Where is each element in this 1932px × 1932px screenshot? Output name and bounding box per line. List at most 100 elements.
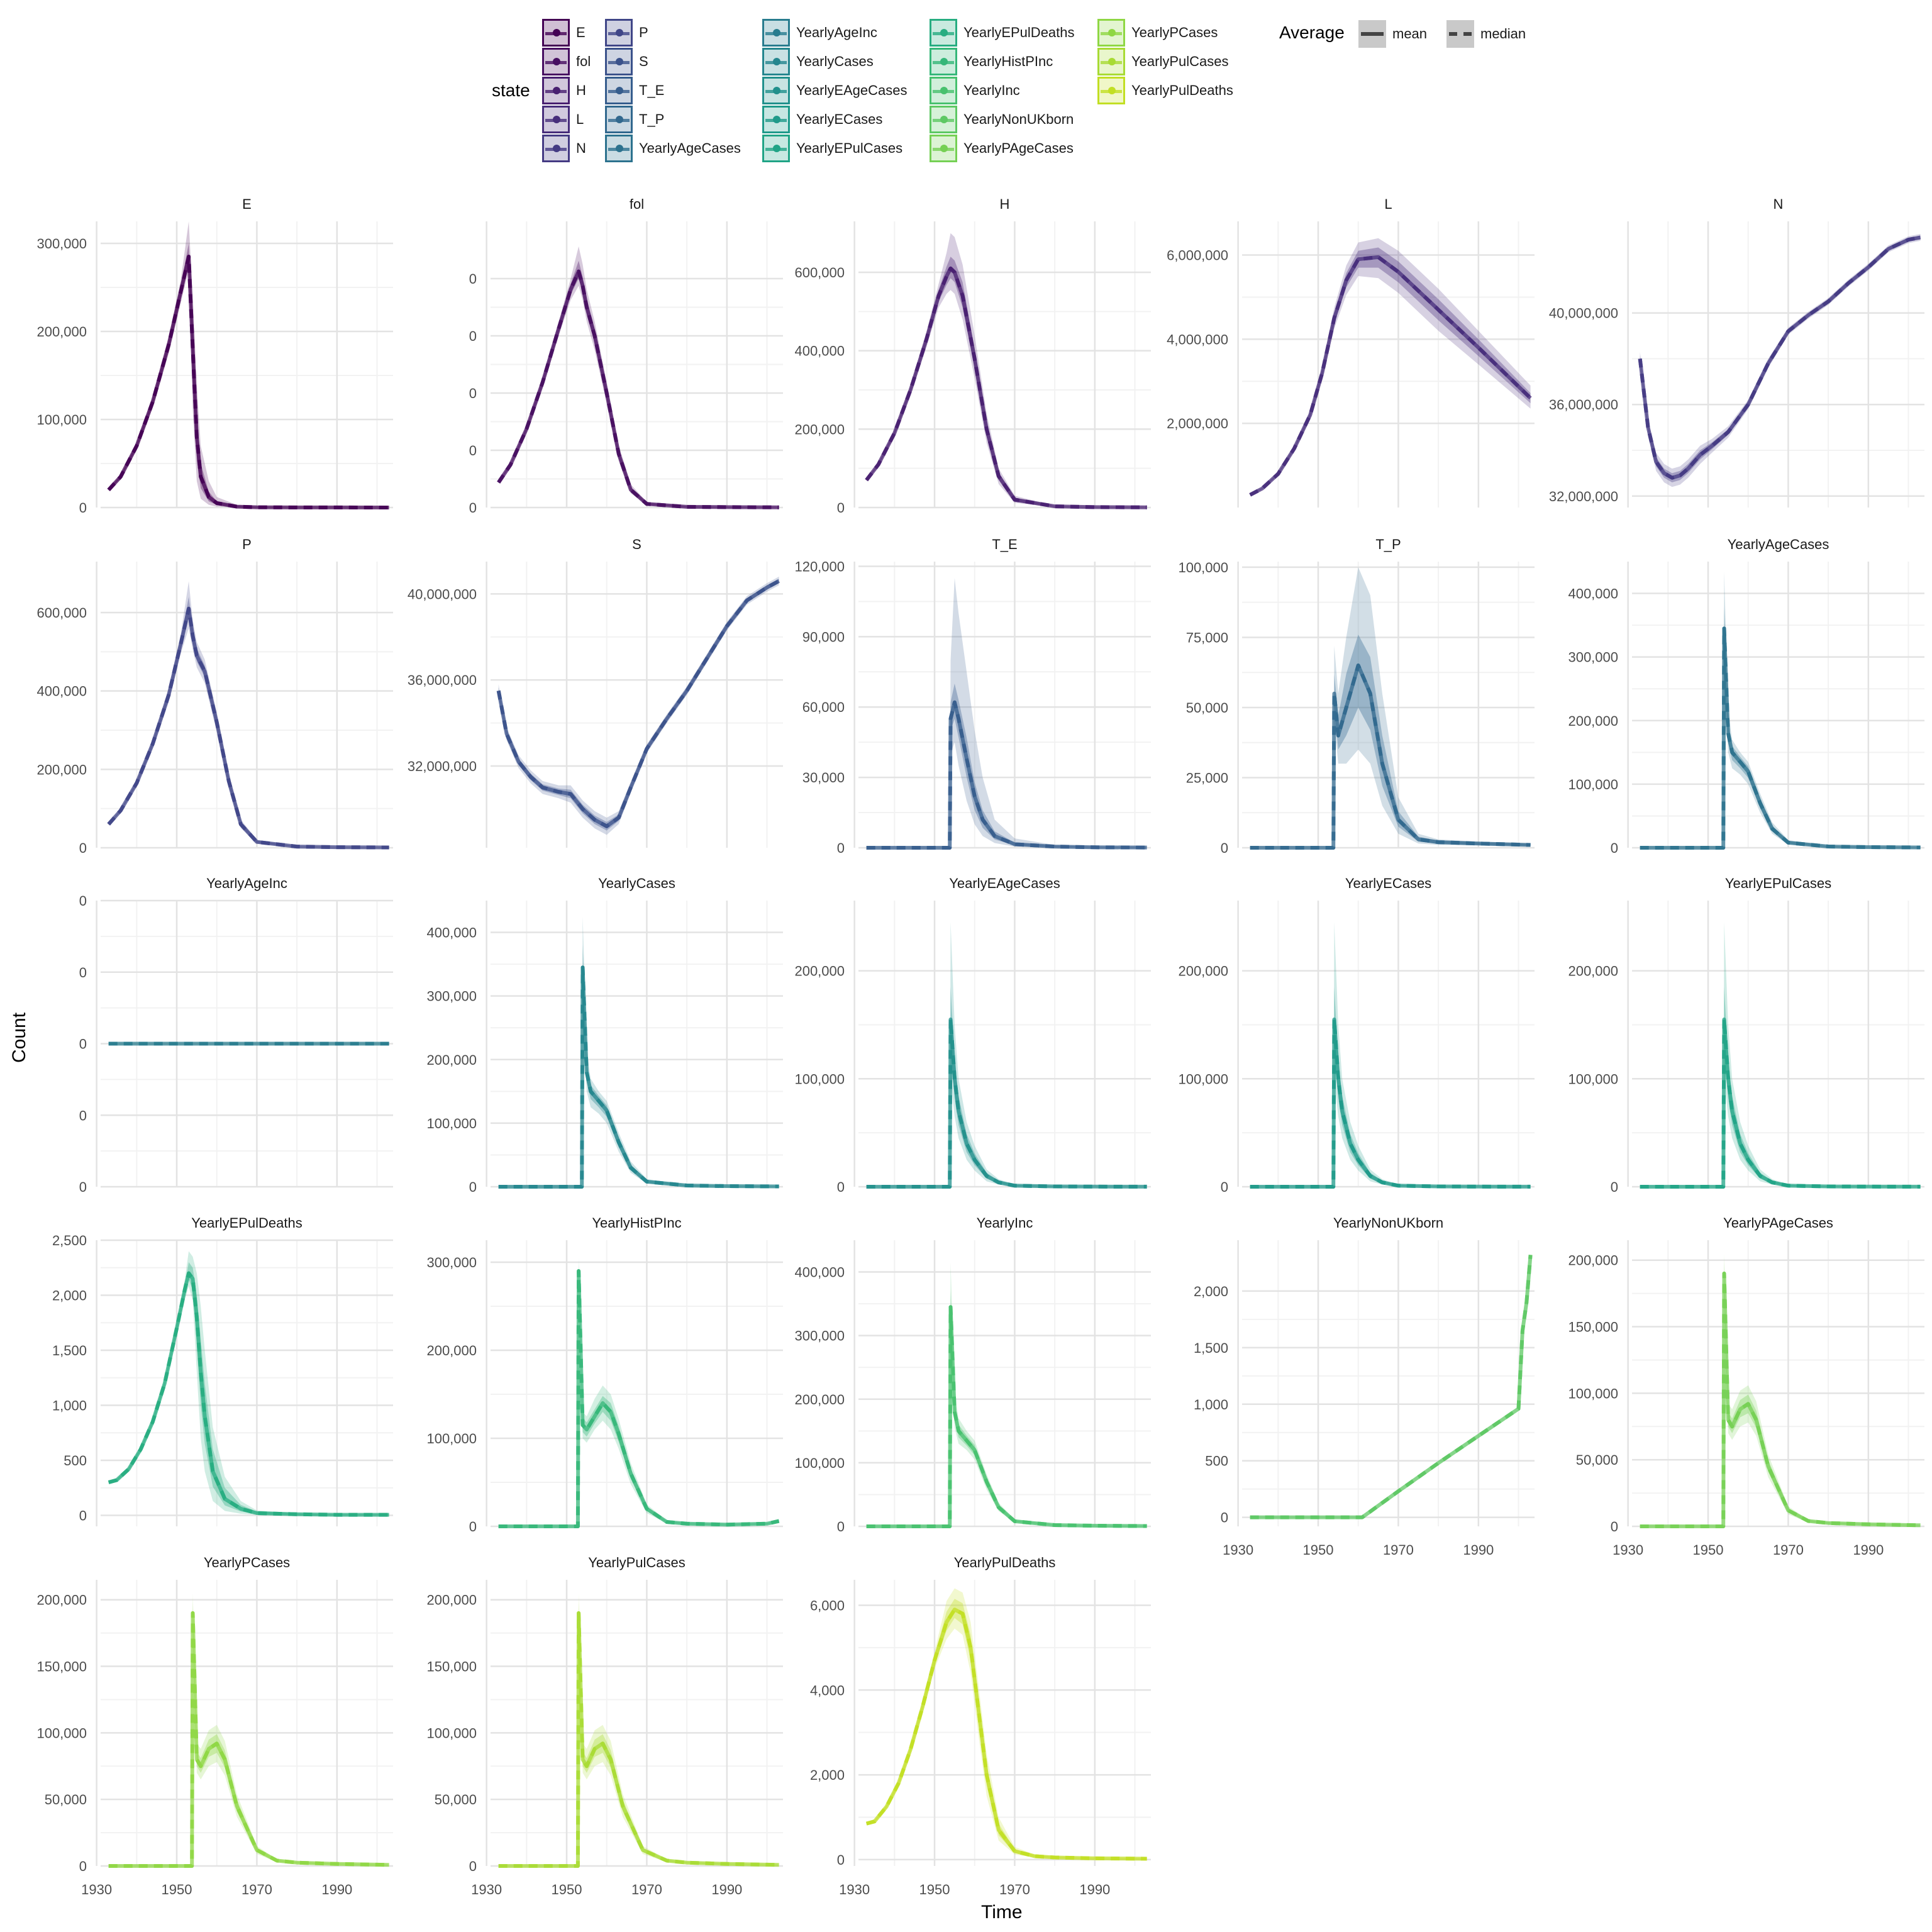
y-tick-label: 0 (837, 500, 845, 516)
legend-state-label: H (576, 82, 586, 98)
legend-state-YearlyInc: YearlyInc (930, 77, 1020, 104)
legend-state-label: N (576, 140, 586, 156)
x-tick-label: 1930 (81, 1882, 112, 1897)
y-tick-label: 400,000 (36, 684, 87, 699)
uncertainty-band-inner (866, 683, 1147, 848)
y-tick-label: 200,000 (36, 324, 87, 340)
y-tick-label: 400,000 (794, 1265, 845, 1280)
x-tick-label: 1990 (1463, 1542, 1494, 1558)
panel-YearlyEPulCases: YearlyEPulCases 0 100,000 200,000 (1568, 875, 1924, 1195)
y-tick-label: 1,500 (1194, 1340, 1228, 1356)
y-tick-label: 200,000 (1568, 713, 1618, 729)
panel-title: YearlyPAgeCases (1723, 1215, 1833, 1231)
legend-swatch (542, 135, 570, 162)
panel-P: P 0 200,000 400,000 600,000 (36, 536, 393, 856)
y-tick-label: 100,000 (426, 1431, 477, 1446)
panel-title: YearlyHistPInc (592, 1215, 681, 1231)
legend-state-fol: fol (542, 48, 591, 75)
legend-state-label: YearlyEAgeCases (796, 82, 908, 98)
median-line (1250, 663, 1531, 850)
median-line (866, 1017, 1147, 1189)
panel-title: P (242, 536, 252, 552)
dashed-line-key (1446, 20, 1474, 48)
panel-title: S (632, 536, 641, 552)
median-line (107, 255, 389, 509)
uncertainty-band-outer (866, 1588, 1147, 1860)
x-tick-label: 1990 (1853, 1542, 1884, 1558)
uncertainty-band-outer (1250, 238, 1531, 496)
panel-title: YearlyCases (598, 875, 675, 891)
median-line (866, 1305, 1147, 1528)
median-line (1249, 255, 1532, 497)
y-tick-label: 100,000 (1178, 560, 1228, 575)
panel-YearlyAgeInc: YearlyAgeInc 0 0 0 0 0 (79, 875, 393, 1195)
median-line (497, 269, 779, 509)
uncertainty-band-inner (498, 1602, 779, 1866)
y-tick-label: 200,000 (1178, 963, 1228, 979)
y-tick-label: 0 (1221, 1510, 1228, 1526)
y-tick-label: 200,000 (794, 963, 845, 979)
uncertainty-band-inner (866, 1291, 1147, 1526)
y-tick-label: 400,000 (794, 343, 845, 359)
panel-T_P: T_P 0 25,000 50,000 75,000 100,000 (1178, 536, 1535, 856)
legend-state-YearlyNonUKborn: YearlyNonUKborn (930, 106, 1074, 133)
uncertainty-band-outer (866, 922, 1147, 1187)
legend-swatch (605, 77, 633, 104)
median-line (866, 700, 1147, 850)
y-tick-label: 0 (469, 1179, 477, 1195)
legend-state-title: state (492, 80, 530, 100)
legend-average-median-label: median (1480, 26, 1526, 42)
y-tick-label: 0 (837, 840, 845, 856)
median-line (496, 579, 780, 828)
panel-H: H 0 200,000 400,000 600,000 (794, 196, 1151, 516)
legend-state-S: S (605, 48, 648, 75)
y-tick-label: 100,000 (1568, 1385, 1618, 1401)
panel-YearlyInc: YearlyInc 0 100,000 200,000 300,000 400,000 (794, 1215, 1151, 1535)
uncertainty-band-inner (866, 987, 1147, 1187)
x-tick-label: 1990 (1079, 1882, 1110, 1897)
y-tick-label: 0 (79, 893, 87, 909)
panel-title: YearlyEPulDeaths (191, 1215, 303, 1231)
legend-state-YearlyPulCases: YearlyPulCases (1097, 48, 1229, 75)
uncertainty-band-outer (498, 1593, 779, 1866)
y-tick-label: 50,000 (1186, 700, 1228, 716)
legend-swatch (542, 77, 570, 104)
uncertainty-band-inner (498, 945, 779, 1187)
y-tick-label: 0 (469, 500, 477, 516)
panel-title: YearlyEPulCases (1725, 875, 1831, 891)
legend-state-label: T_P (639, 111, 665, 127)
panel-E: E 0 100,000 200,000 300,000 (36, 196, 393, 516)
y-tick-label: 100,000 (426, 1116, 477, 1131)
y-tick-label: 0 (1221, 840, 1228, 856)
uncertainty-band-outer (1250, 922, 1531, 1187)
y-tick-label: 200,000 (794, 421, 845, 437)
y-tick-label: 50,000 (1576, 1452, 1618, 1468)
legend-state-YearlyAgeInc: YearlyAgeInc (762, 19, 877, 47)
uncertainty-band-inner (866, 1599, 1147, 1859)
mean-line (498, 1611, 779, 1868)
uncertainty-band-outer (1640, 571, 1921, 848)
y-tick-label: 200,000 (1568, 1253, 1618, 1269)
median-line (1640, 1271, 1921, 1528)
legend-state-YearlyPAgeCases: YearlyPAgeCases (930, 135, 1074, 162)
uncertainty-band-inner (108, 597, 389, 848)
legend-state-label: YearlyPulCases (1131, 53, 1229, 69)
x-tick-label: 1950 (1693, 1542, 1724, 1558)
x-tick-label: 1970 (999, 1882, 1030, 1897)
y-tick-label: 400,000 (426, 925, 477, 941)
panel-YearlyPCases: YearlyPCases 0 50,000 100,000 150,000 200,000… (36, 1555, 393, 1897)
y-tick-label: 50,000 (45, 1792, 87, 1807)
y-tick-label: 36,000,000 (1549, 397, 1618, 413)
legend-state-label: YearlyEPulCases (796, 140, 903, 156)
legend-swatch (762, 135, 790, 162)
legend-average-mean-label: mean (1392, 26, 1428, 42)
y-tick-label: 75,000 (1186, 630, 1228, 645)
y-tick-label: 200,000 (426, 1052, 477, 1068)
y-tick-label: 300,000 (426, 1255, 477, 1270)
x-tick-label: 1950 (919, 1882, 950, 1897)
legend-average-title: Average (1279, 23, 1345, 42)
legend-swatch (930, 19, 957, 47)
x-tick-label: 1930 (471, 1882, 502, 1897)
y-tick-label: 0 (79, 1179, 87, 1195)
